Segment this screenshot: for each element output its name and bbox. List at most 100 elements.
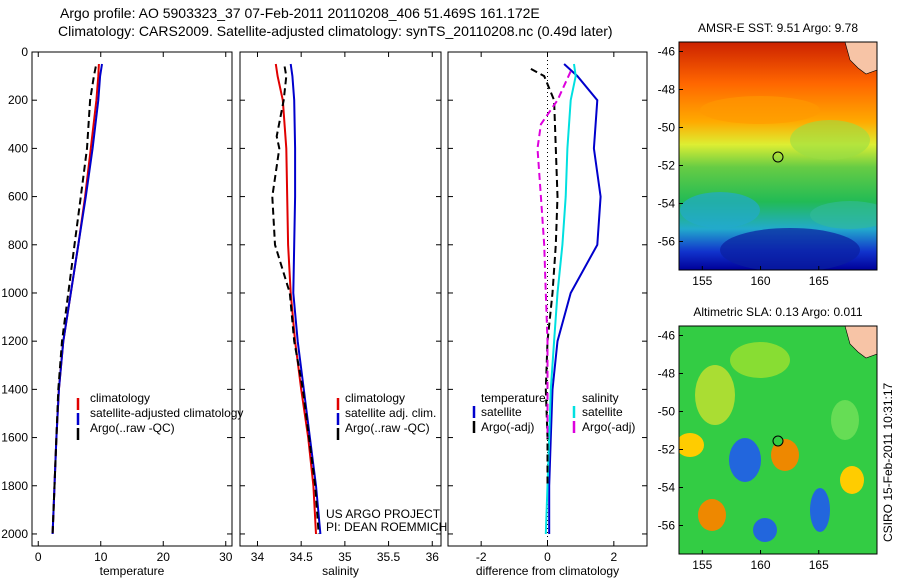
y-tick-label: 1800 <box>1 479 28 493</box>
plot-frame <box>239 51 442 547</box>
sla-patch <box>695 365 735 425</box>
map-y-tick-label: -48 <box>658 83 676 97</box>
timestamp: CSIRO 15-Feb-2011 10:31:17 <box>881 382 895 542</box>
salinity-panel: 34 34.5 35 35.5 36 salinity <box>239 51 442 578</box>
salinity-legend: climatology satellite adj. clim. Argo(..… <box>326 391 447 534</box>
map-y-tick-label: -52 <box>658 159 676 173</box>
series-line-temperature-argo-adj- <box>530 68 559 486</box>
legend-argo: Argo(..raw -QC) <box>90 421 175 435</box>
x-tick-label: 35.5 <box>377 550 401 564</box>
map-x-tick-label: 155 <box>692 558 712 572</box>
x-tick-label: 0 <box>544 550 551 564</box>
map-x-tick-label: 165 <box>809 274 829 288</box>
x-tick-label: -2 <box>476 550 487 564</box>
legend-header-temperature: temperature <box>481 391 546 405</box>
float-marker <box>772 151 784 163</box>
x-tick-label: 34.5 <box>289 550 313 564</box>
map-y-tick-label: -46 <box>658 329 676 343</box>
sst-patch <box>810 201 877 229</box>
y-tick-label: 2000 <box>1 527 28 541</box>
sst-patch <box>680 192 760 228</box>
sst-patch <box>700 96 820 124</box>
sla-patch <box>810 488 830 532</box>
sla-patch <box>729 438 761 482</box>
series-line-satellite-adjusted-climatology <box>51 63 103 535</box>
sst-map-title: AMSR-E SST: 9.51 Argo: 9.78 <box>698 21 858 35</box>
sla-patch <box>831 400 859 440</box>
series-line-salinity-satellite <box>544 63 577 535</box>
map-y-tick-label: -52 <box>658 443 676 457</box>
x-tick-label: 30 <box>219 550 233 564</box>
map-y-tick-label: -54 <box>658 481 676 495</box>
land-new-zealand <box>844 42 877 75</box>
legend-satellite-adjusted: satellite-adjusted climatology <box>90 406 243 420</box>
y-tick-label: 1000 <box>1 286 28 300</box>
series-line-argo-raw-qc- <box>51 66 97 535</box>
series-line-climatology <box>274 63 317 535</box>
series-line-satellite-adj-clim- <box>289 63 322 535</box>
float-marker <box>772 435 784 447</box>
temperature-legend: climatology satellite-adjusted climatolo… <box>76 391 243 440</box>
sla-patch <box>730 342 790 378</box>
series-line-argo-raw-qc- <box>271 66 320 535</box>
map-x-tick-label: 160 <box>751 558 771 572</box>
x-axis-label: salinity <box>322 564 359 578</box>
legend-climatology: climatology <box>345 391 405 405</box>
y-tick-label: 1600 <box>1 431 28 445</box>
sla-patch <box>840 466 864 494</box>
series-line-salinity-argo-adj- <box>536 70 572 438</box>
sla-patch <box>771 439 799 471</box>
legend-climatology: climatology <box>90 391 150 405</box>
sla-map-title: Altimetric SLA: 0.13 Argo: 0.011 <box>693 305 863 319</box>
figure-title-line2: Climatology: CARS2009. Satellite-adjuste… <box>58 23 613 39</box>
figure-title-line1: Argo profile: AO 5903323_37 07-Feb-2011 … <box>60 5 540 21</box>
legend-sal-argo: Argo(-adj) <box>582 420 635 434</box>
series-line-temperature-satellite <box>548 63 602 534</box>
map-y-tick-label: -46 <box>658 45 676 59</box>
sla-map: Altimetric SLA: 0.13 Argo: 0.011 155 160 1… <box>658 305 878 572</box>
sst-map: AMSR-E SST: 9.51 Argo: 9.78 155 160 165 -46… <box>658 21 878 288</box>
y-tick-label: 0 <box>21 45 28 59</box>
sla-patch <box>698 499 726 531</box>
map-x-tick-label: 165 <box>809 558 829 572</box>
sst-patch <box>790 120 870 160</box>
x-tick-label: 2 <box>610 550 617 564</box>
y-tick-label: 600 <box>8 190 28 204</box>
sst-patch <box>720 228 860 270</box>
credit-line2: PI: DEAN ROEMMICH <box>326 520 447 534</box>
credit-line1: US ARGO PROJECT <box>326 507 441 521</box>
x-tick-label: 0 <box>35 550 42 564</box>
difference-legend: temperature salinity satellite Argo(-adj… <box>472 391 635 434</box>
map-x-tick-label: 160 <box>751 274 771 288</box>
sla-patch <box>753 518 777 542</box>
map-y-tick-label: -56 <box>658 519 676 533</box>
map-y-tick-label: -48 <box>658 367 676 381</box>
legend-header-salinity: salinity <box>582 391 619 405</box>
map-y-tick-label: -50 <box>658 121 676 135</box>
plot-frame <box>31 51 233 547</box>
x-tick-label: 35 <box>338 550 352 564</box>
legend-satellite-adj: satellite adj. clim. <box>345 406 436 420</box>
legend-temp-satellite: satellite <box>481 405 522 419</box>
x-tick-label: 20 <box>157 550 171 564</box>
legend-sal-satellite: satellite <box>582 405 623 419</box>
sla-map-frame <box>678 325 878 555</box>
y-tick-label: 800 <box>8 238 28 252</box>
map-y-tick-label: -50 <box>658 405 676 419</box>
map-y-tick-label: -56 <box>658 235 676 249</box>
y-tick-label: 400 <box>8 141 28 155</box>
y-tick-label: 1400 <box>1 382 28 396</box>
legend-argo: Argo(..raw -QC) <box>345 421 430 435</box>
sst-map-frame <box>678 41 878 271</box>
x-tick-label: 10 <box>94 550 108 564</box>
x-axis-label: difference from climatology <box>476 564 619 578</box>
map-x-tick-label: 155 <box>692 274 712 288</box>
sla-patch <box>679 433 704 457</box>
y-tick-label: 1200 <box>1 334 28 348</box>
temperature-panel: 0 10 20 30 0 200 400 600 800 1000 1200 1400 1600 1800… <box>1 45 232 578</box>
land-new-zealand <box>844 326 877 359</box>
x-tick-label: 36 <box>426 550 440 564</box>
map-y-tick-label: -54 <box>658 197 676 211</box>
